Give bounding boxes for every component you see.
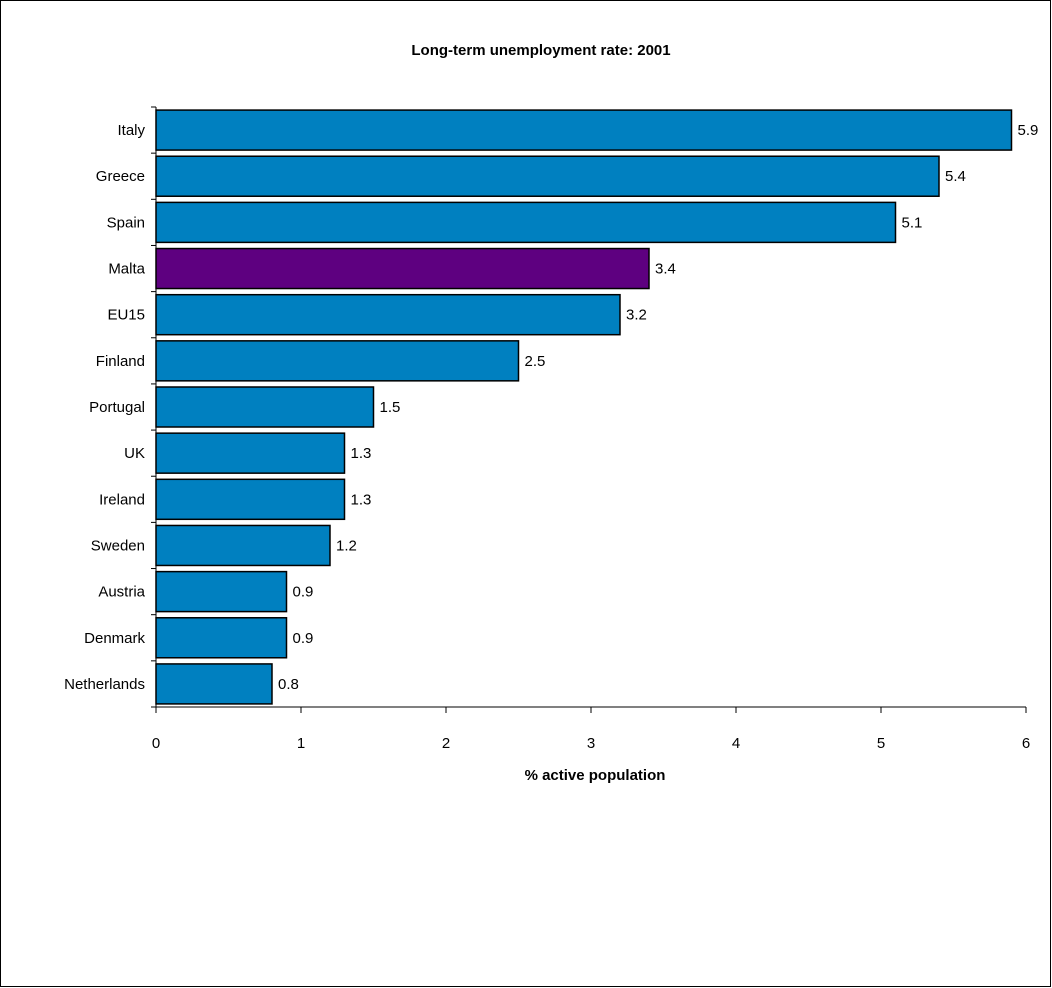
chart-title: Long-term unemployment rate: 2001 — [411, 42, 670, 59]
y-axis-ticks — [151, 106, 156, 708]
bar-spain — [155, 201, 897, 244]
x-tick-label: 0 — [152, 735, 160, 752]
value-label: 1.3 — [351, 445, 372, 462]
value-label: 0.9 — [293, 630, 314, 647]
bar-portugal — [155, 386, 375, 428]
category-labels-group: Italy Greece Spain Malta EU15 Finland Portugal… — [64, 122, 146, 693]
x-axis-label: % active population — [525, 767, 666, 784]
bar-netherlands — [155, 663, 273, 705]
bar-italy — [155, 109, 1013, 151]
x-tick-label: 5 — [877, 735, 885, 752]
category-label: Sweden — [91, 537, 145, 554]
category-label: EU15 — [107, 307, 145, 324]
category-label: Ireland — [99, 491, 145, 508]
category-label: Spain — [107, 214, 145, 231]
value-label: 5.4 — [945, 168, 966, 185]
category-label: Greece — [96, 168, 145, 185]
value-label: 0.9 — [293, 584, 314, 601]
value-label: 2.5 — [525, 353, 546, 370]
category-label: Finland — [96, 353, 145, 370]
value-label: 5.9 — [1018, 122, 1039, 139]
value-label: 1.5 — [380, 399, 401, 416]
value-label: 1.2 — [336, 537, 357, 554]
category-label: Malta — [108, 261, 145, 278]
category-label: Netherlands — [64, 676, 145, 693]
bar-ireland — [155, 478, 346, 521]
x-tick-label: 3 — [587, 735, 595, 752]
bar-denmark — [155, 617, 288, 659]
bar-uk — [155, 432, 346, 474]
category-label: UK — [124, 445, 145, 462]
category-label: Denmark — [84, 630, 145, 647]
bar-malta — [155, 247, 650, 290]
bar-greece — [155, 155, 940, 197]
x-tick-label: 2 — [442, 735, 450, 752]
bar-sweden — [155, 524, 331, 567]
x-tick-label: 6 — [1022, 735, 1030, 752]
x-tick-label: 4 — [732, 735, 740, 752]
value-label: 1.3 — [351, 491, 372, 508]
value-label: 3.2 — [626, 307, 647, 324]
category-label: Portugal — [89, 399, 145, 416]
value-labels-group: 5.9 5.4 5.1 3.4 3.2 2.5 1.5 1.3 1.3 1.2 0.9 0.9 0.8 — [278, 122, 1038, 693]
value-label: 0.8 — [278, 676, 299, 693]
value-label: 3.4 — [655, 261, 676, 278]
x-axis-ticks: 0 1 2 3 4 5 6 — [152, 707, 1030, 752]
category-label: Austria — [98, 584, 145, 601]
bar-austria — [155, 570, 288, 613]
category-label: Italy — [117, 122, 145, 139]
value-label: 5.1 — [902, 214, 923, 231]
bar-finland — [155, 340, 520, 382]
bar-eu15 — [155, 293, 621, 336]
bars-group — [155, 109, 1013, 705]
x-tick-label: 1 — [297, 735, 305, 752]
